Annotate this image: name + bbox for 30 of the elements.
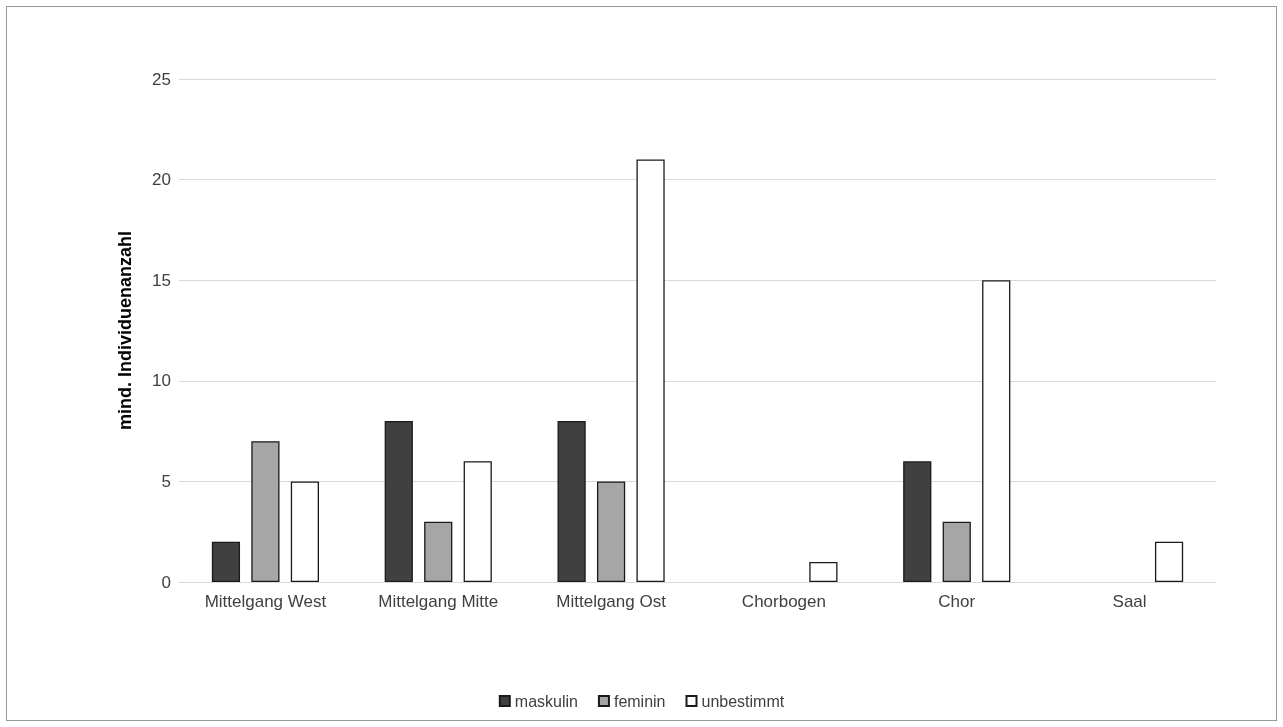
y-tick-label: 25: [152, 69, 171, 89]
bar: [903, 461, 932, 582]
x-tick-label: Chor: [938, 591, 976, 611]
bar: [251, 441, 280, 582]
x-tick-label: Chorbogen: [741, 591, 826, 611]
y-axis-title: mind. Individuenanzahl: [115, 230, 135, 431]
bar: [982, 280, 1011, 582]
bar: [557, 421, 586, 582]
x-tick-label: Saal: [1112, 591, 1147, 611]
y-tick-label: 0: [161, 572, 171, 592]
bar: [942, 521, 971, 582]
x-tick-label: Mittelgang Ost: [556, 591, 667, 611]
legend-label: unbestimmt: [701, 692, 785, 710]
bar: [290, 481, 319, 582]
legend-label: feminin: [613, 692, 666, 710]
bar: [596, 481, 626, 582]
bar: [211, 541, 241, 582]
legend-label: maskulin: [514, 692, 578, 710]
y-tick-label: 15: [152, 270, 171, 290]
bar: [809, 561, 838, 582]
bar: [1154, 541, 1184, 582]
bar: [636, 159, 665, 582]
bar: [424, 521, 453, 582]
y-tick-label: 5: [161, 471, 171, 491]
y-tick-label: 10: [152, 371, 171, 391]
x-tick-label: Mittelgang West: [204, 591, 327, 611]
bar: [384, 421, 413, 582]
x-tick-label: Mittelgang Mitte: [378, 591, 499, 611]
y-tick-label: 20: [152, 170, 171, 190]
bar: [463, 461, 492, 582]
